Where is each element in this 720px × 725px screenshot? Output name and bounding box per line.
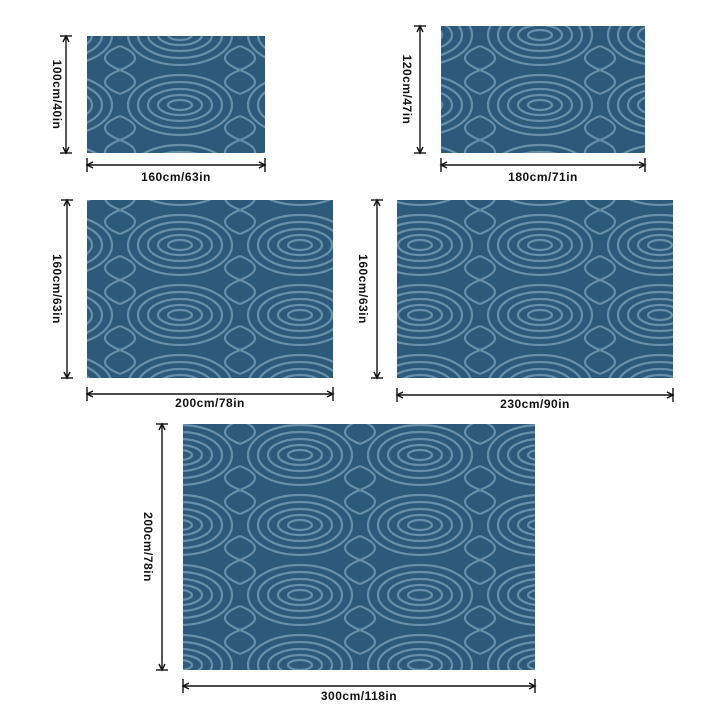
arrow-head	[63, 198, 71, 207]
rug-image	[441, 26, 645, 153]
width-label: 200cm/78in	[175, 396, 245, 410]
rug-image	[87, 36, 265, 153]
arrow-head	[85, 161, 94, 169]
height-label: 160cm/63in	[50, 254, 64, 324]
arrow-head	[158, 422, 166, 431]
width-label: 180cm/71in	[508, 170, 578, 184]
height-label: 100cm/40in	[50, 60, 64, 130]
width-label: 230cm/90in	[500, 397, 570, 411]
arrow-head	[638, 161, 647, 169]
arrow-head	[373, 371, 381, 380]
height-label: 120cm/47in	[400, 55, 414, 125]
arrow-head	[416, 146, 424, 155]
rug-image	[87, 200, 333, 378]
arrow-head	[373, 198, 381, 207]
arrow-head	[395, 391, 404, 399]
arrow-head	[181, 682, 190, 690]
width-label: 300cm/118in	[321, 689, 397, 703]
arrow-head	[666, 391, 675, 399]
arrow-head	[62, 34, 70, 43]
arrow-head	[439, 161, 448, 169]
arrow-head	[416, 24, 424, 33]
height-label: 200cm/78in	[141, 512, 155, 582]
arrow-head	[258, 161, 267, 169]
arrow-head	[85, 390, 94, 398]
height-label: 160cm/63in	[356, 254, 370, 324]
arrow-head	[528, 682, 537, 690]
arrow-head	[63, 371, 71, 380]
arrow-head	[62, 146, 70, 155]
rug-image	[183, 424, 535, 670]
width-label: 160cm/63in	[141, 170, 211, 184]
arrow-head	[158, 663, 166, 672]
rug-image	[397, 200, 673, 378]
arrow-head	[326, 390, 335, 398]
